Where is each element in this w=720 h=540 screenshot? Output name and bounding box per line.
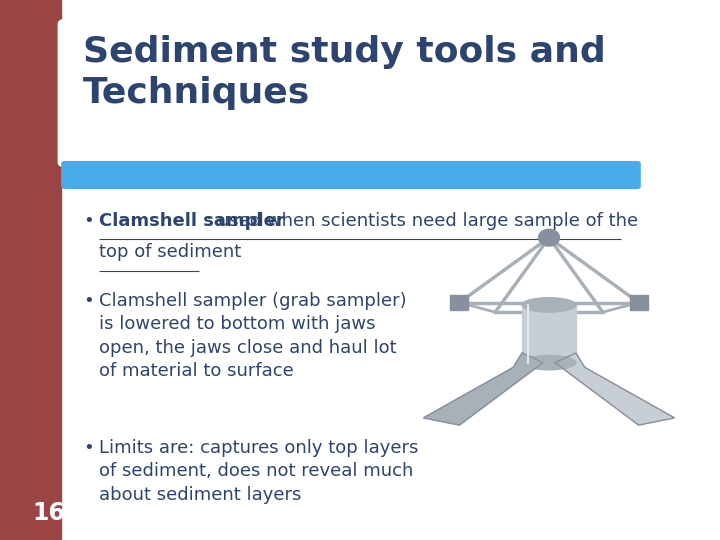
Circle shape: [539, 230, 559, 246]
Text: Clamshell sampler (grab sampler)
is lowered to bottom with jaws
open, the jaws c: Clamshell sampler (grab sampler) is lowe…: [99, 292, 407, 380]
Ellipse shape: [522, 355, 576, 370]
Text: Clamshell sampler: Clamshell sampler: [99, 212, 285, 230]
Text: Limits are: captures only top layers
of sediment, does not reveal much
about sed: Limits are: captures only top layers of …: [99, 438, 419, 504]
Text: : used when scientists need large sample of the: : used when scientists need large sample…: [206, 212, 638, 230]
FancyBboxPatch shape: [61, 161, 641, 189]
Bar: [0, 0, 61, 540]
Polygon shape: [555, 353, 675, 425]
Polygon shape: [423, 353, 543, 425]
Text: Sediment study tools and
Techniques: Sediment study tools and Techniques: [83, 35, 606, 110]
Bar: [522, 305, 576, 363]
Text: •: •: [83, 292, 94, 309]
Text: top of sediment: top of sediment: [99, 243, 242, 261]
Bar: [630, 295, 647, 310]
Text: Clamshell sampler: Clamshell sampler: [99, 212, 285, 230]
Text: •: •: [83, 212, 94, 230]
Text: 16: 16: [32, 501, 66, 525]
FancyBboxPatch shape: [58, 19, 648, 167]
Ellipse shape: [522, 298, 576, 312]
Text: •: •: [83, 438, 94, 457]
Bar: [451, 295, 468, 310]
